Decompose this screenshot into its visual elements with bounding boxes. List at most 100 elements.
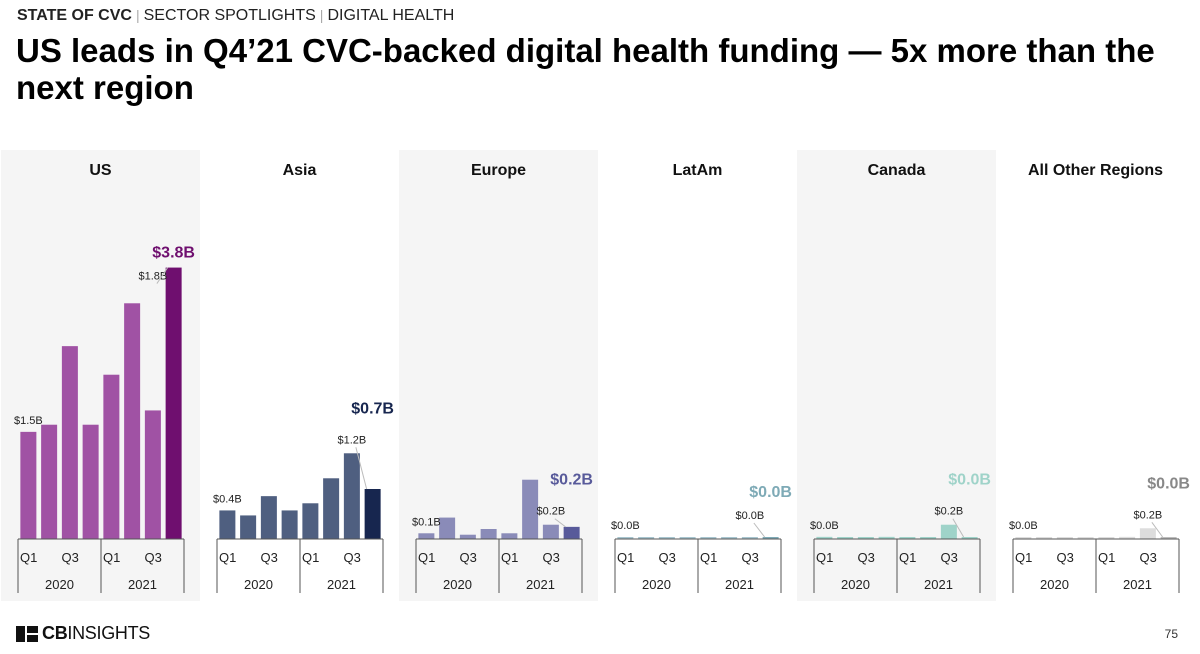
bar-chart: Q1 Q3 Q1 Q3 2020 2021 $1.5B $1.8B $3.8B: [14, 245, 195, 593]
bar: [961, 537, 978, 539]
bar: [1139, 528, 1156, 539]
breadcrumb: STATE OF CVC | SECTOR SPOTLIGHTS | DIGITAL H…: [17, 7, 454, 25]
quarter-tick-label: Q3: [344, 550, 361, 565]
bar: [638, 537, 655, 539]
data-label-latest: $0.0B: [948, 472, 991, 489]
year-label: 2020: [841, 577, 870, 592]
quarter-tick-label: Q3: [460, 550, 477, 565]
quarter-tick-label: Q1: [219, 550, 236, 565]
year-label: 2020: [45, 577, 74, 592]
bar: [1119, 536, 1136, 539]
leader-line: [1151, 521, 1164, 538]
panel-title: All Other Regions: [1027, 162, 1164, 179]
data-label-previous: $0.2B: [935, 506, 964, 518]
bar-chart: Q1 Q3 Q1 Q3 2020 2021 $0.0B $0.0B $0.0B: [611, 484, 792, 593]
leader-line: [156, 267, 169, 284]
bar: [617, 537, 634, 539]
bar: [522, 479, 539, 539]
panel-title: Canada: [867, 162, 926, 179]
chart-panel-canada: Canada Q1 Q3 Q1 Q3 2020 2021 $0.0B $0.2B $0.0B: [797, 150, 996, 601]
year-label: 2021: [526, 577, 555, 592]
breadcrumb-separator: |: [135, 7, 140, 23]
data-label-latest: $3.8B: [152, 245, 195, 262]
bar-chart: Q1 Q3 Q1 Q3 2020 2021 $0.4B $1.2B $0.7B: [213, 400, 394, 593]
breadcrumb-item: STATE OF CVC: [17, 7, 132, 24]
bar: [480, 529, 497, 539]
bar: [1077, 537, 1094, 539]
bar: [459, 534, 476, 539]
bar: [219, 510, 236, 539]
cb-insights-logo: CBINSIGHTS: [16, 623, 150, 644]
logo-text: CBINSIGHTS: [42, 623, 151, 643]
bar: [20, 431, 37, 539]
bar-chart: Q1 Q3 Q1 Q3 2020 2021 $0.1B $0.2B $0.2B: [412, 472, 593, 593]
bar: [281, 510, 298, 539]
breadcrumb-item: SECTOR SPOTLIGHTS: [143, 7, 316, 24]
data-label-first: $0.0B: [611, 520, 640, 532]
bar: [302, 503, 319, 539]
chart-panel-us: US Q1 Q3 Q1 Q3 2020 2021 $1.5B $1.8B $3.8B: [1, 150, 200, 601]
data-label-latest: $0.7B: [351, 400, 394, 417]
data-label-previous: $0.2B: [537, 506, 566, 518]
cb-logo-icon: [16, 625, 38, 642]
bar: [899, 537, 916, 539]
data-label-first: $1.5B: [14, 415, 43, 427]
leader-line: [355, 447, 368, 490]
bar: [940, 524, 957, 539]
quarter-tick-label: Q3: [62, 550, 79, 565]
bar-chart: Q1 Q3 Q1 Q3 2020 2021 $0.0B $0.2B $0.0B: [810, 472, 991, 593]
quarter-tick-label: Q1: [617, 550, 634, 565]
bar: [343, 453, 360, 539]
quarter-tick-label: Q3: [858, 550, 875, 565]
breadcrumb-item: DIGITAL HEALTH: [327, 7, 455, 24]
bar: [124, 303, 141, 539]
quarter-tick-label: Q3: [742, 550, 759, 565]
data-label-previous: $0.2B: [1134, 509, 1163, 521]
bar: [816, 536, 833, 539]
quarter-tick-label: Q1: [1098, 550, 1115, 565]
panel-title: LatAm: [672, 162, 723, 179]
bar: [418, 533, 435, 539]
data-label-latest: $0.2B: [550, 472, 593, 489]
quarter-tick-label: Q3: [659, 550, 676, 565]
bar: [364, 489, 381, 539]
bar: [1015, 537, 1032, 539]
quarter-tick-label: Q3: [941, 550, 958, 565]
chart-panel-all-other-regions: All Other Regions Q1 Q3 Q1 Q3 2020 2021 $0.0B $0…: [996, 150, 1195, 601]
quarter-tick-label: Q1: [418, 550, 435, 565]
data-label-first: $0.0B: [810, 520, 839, 532]
bar: [1160, 537, 1177, 539]
quarter-tick-label: Q1: [302, 550, 319, 565]
year-label: 2021: [128, 577, 157, 592]
quarter-tick-label: Q1: [20, 550, 37, 565]
data-label-latest: $0.0B: [749, 484, 792, 501]
bar: [103, 374, 120, 539]
quarter-tick-label: Q3: [1140, 550, 1157, 565]
bar: [658, 537, 675, 539]
page-number: 75: [1164, 627, 1178, 641]
data-label-previous: $0.0B: [736, 510, 765, 522]
quarter-tick-label: Q1: [816, 550, 833, 565]
breadcrumb-separator: |: [319, 7, 324, 23]
bar: [1098, 537, 1115, 539]
year-label: 2020: [443, 577, 472, 592]
chart-panel-latam: LatAm Q1 Q3 Q1 Q3 2020 2021 $0.0B $0.0B $0.0B: [598, 150, 797, 601]
bar: [700, 537, 717, 539]
bar: [501, 533, 518, 539]
bar: [857, 537, 874, 539]
data-label-first: $0.4B: [213, 493, 242, 505]
bar: [837, 537, 854, 539]
bar: [323, 478, 340, 539]
bar: [563, 526, 580, 539]
bar: [542, 524, 559, 539]
bar: [165, 267, 182, 539]
page-title: US leads in Q4’21 CVC-backed digital hea…: [16, 32, 1155, 106]
quarter-tick-label: Q1: [1015, 550, 1032, 565]
quarter-tick-label: Q1: [700, 550, 717, 565]
leader-line: [554, 518, 566, 528]
quarter-tick-label: Q1: [103, 550, 120, 565]
quarter-tick-label: Q3: [261, 550, 278, 565]
bar: [41, 424, 58, 539]
bar: [762, 537, 779, 539]
leader-line: [952, 518, 965, 538]
